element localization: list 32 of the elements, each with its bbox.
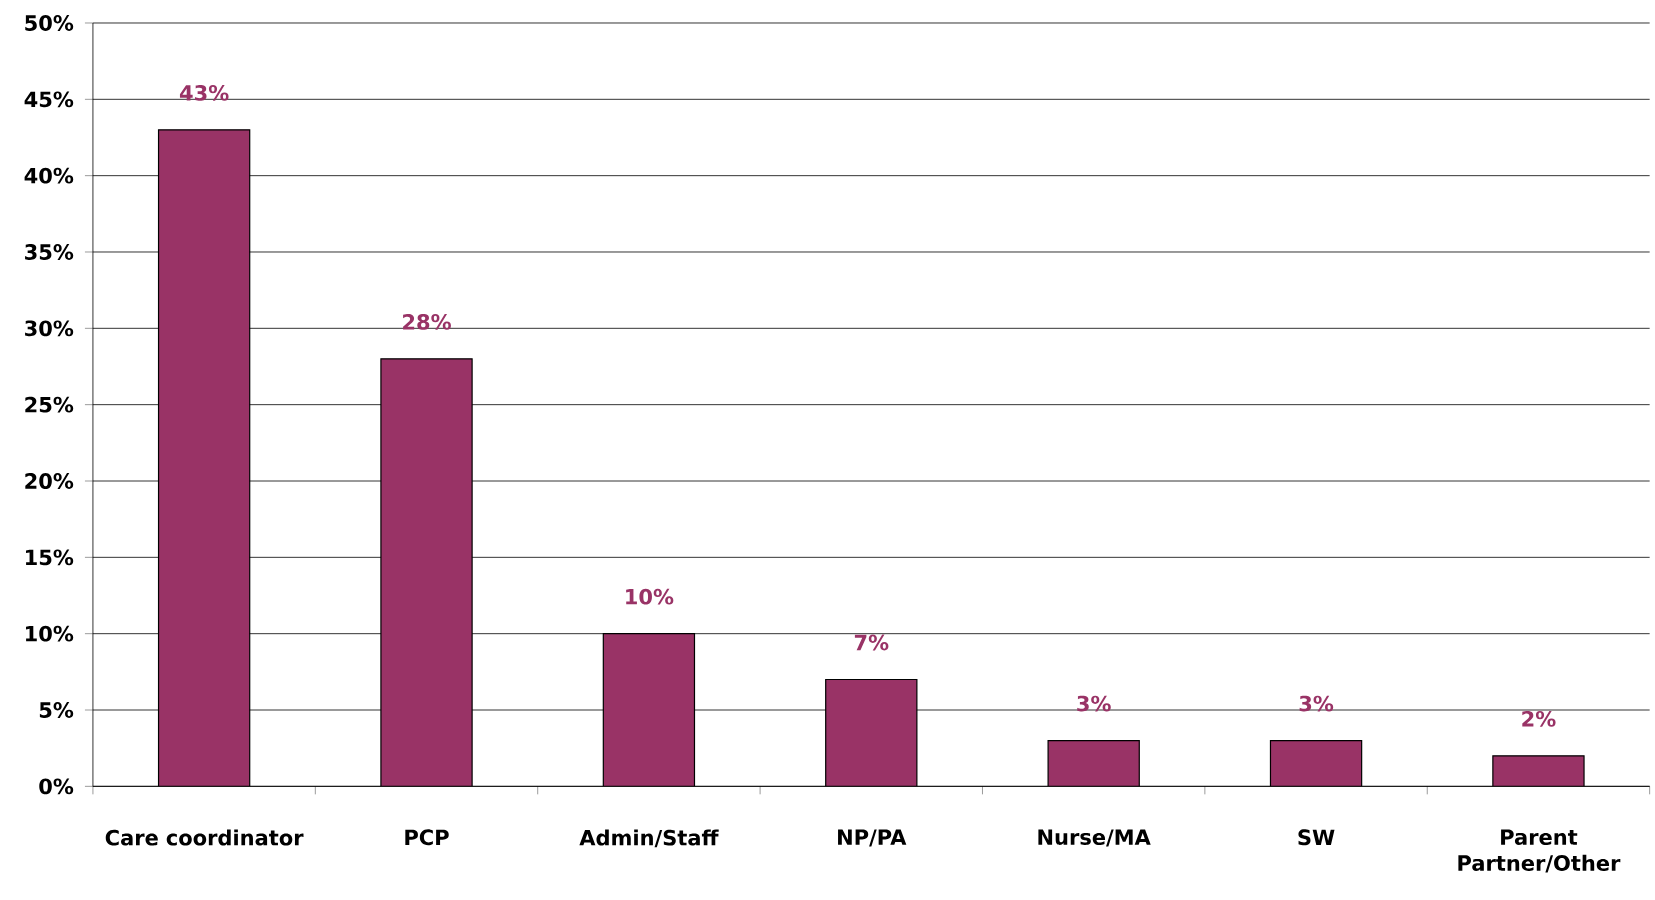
- y-tick-label: 15%: [26, 549, 74, 566]
- data-label: 2%: [1522, 710, 1556, 727]
- y-tick-label: 5%: [39, 701, 74, 718]
- x-tick-label: Parent Partner/Other: [1458, 829, 1621, 873]
- bar: [825, 678, 918, 787]
- x-tick-label: Nurse/MA: [1038, 829, 1151, 847]
- y-tick-label: 30%: [25, 320, 74, 337]
- bar: [1047, 739, 1140, 787]
- x-tick-label: Care coordinator: [105, 829, 304, 846]
- y-tick-label: 50%: [25, 14, 74, 31]
- y-tick-label: 35%: [25, 243, 74, 260]
- x-tick-label: PCP: [405, 829, 449, 846]
- data-label: 43%: [179, 84, 229, 101]
- bar: [157, 129, 251, 787]
- x-tick-label: Admin/Staff: [579, 829, 719, 848]
- data-label: 28%: [403, 313, 451, 330]
- bar: [602, 632, 696, 787]
- data-label: 7%: [854, 634, 889, 651]
- x-tick-label: NP/PA: [838, 829, 907, 847]
- y-tick-label: 25%: [25, 396, 74, 413]
- bar: [380, 358, 473, 787]
- data-label: 3%: [1299, 695, 1334, 712]
- y-tick-label: 10%: [26, 625, 74, 642]
- data-label: 3%: [1077, 695, 1111, 712]
- data-label: 10%: [626, 588, 674, 605]
- y-tick-label: 45%: [24, 91, 74, 108]
- bar: [1269, 739, 1363, 787]
- y-tick-label: 40%: [24, 167, 74, 184]
- x-tick-label: SW: [1298, 829, 1335, 846]
- y-tick-label: 20%: [25, 472, 74, 489]
- bar: [1492, 755, 1585, 787]
- y-tick-label: 0%: [39, 778, 74, 795]
